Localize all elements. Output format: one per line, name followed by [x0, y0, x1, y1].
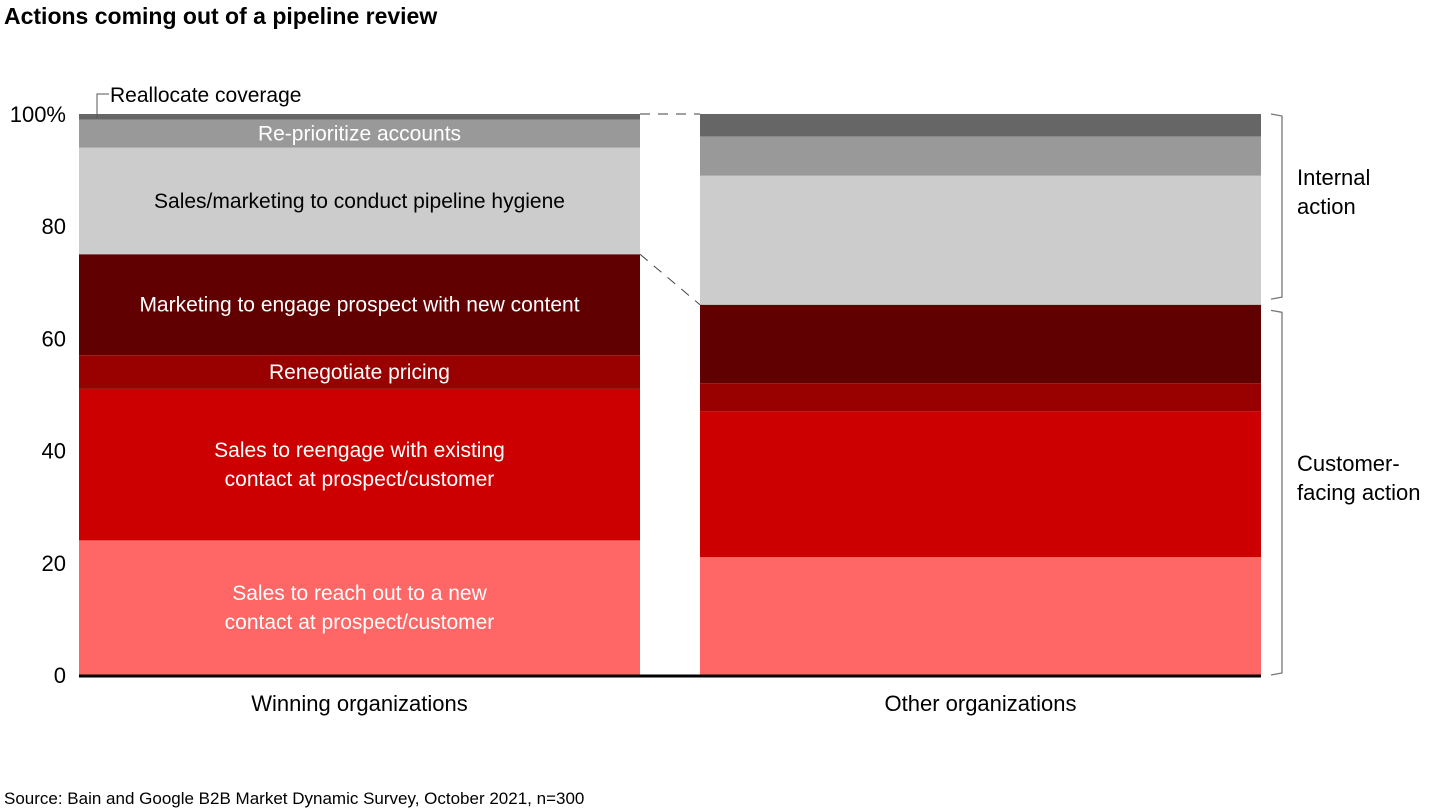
bar-segment	[700, 175, 1261, 305]
segment-label: Renegotiate pricing	[269, 361, 450, 384]
source-note: Source: Bain and Google B2B Market Dynam…	[4, 789, 584, 808]
bar-segment	[700, 136, 1261, 176]
segment-label: Sales to reach out to a new	[232, 582, 487, 605]
segment-label: Reallocate coverage	[110, 84, 301, 107]
connector-line	[639, 253, 701, 306]
bar-segment	[700, 114, 1261, 137]
bar-segment	[700, 383, 1261, 412]
bracket-label: Internal	[1297, 165, 1370, 190]
bar-segment	[700, 304, 1261, 384]
bracket-label: Customer-	[1297, 451, 1400, 476]
y-tick-label: 20	[42, 551, 66, 576]
bracket-label: facing action	[1297, 480, 1421, 505]
bracket-label: action	[1297, 194, 1356, 219]
bar-segment	[79, 147, 640, 255]
segment-label: Sales/marketing to conduct pipeline hygi…	[154, 190, 565, 213]
bar-segment	[79, 114, 640, 120]
bar-segment	[79, 254, 640, 356]
bracket	[1270, 113, 1283, 300]
category-label: Other organizations	[885, 691, 1077, 716]
bar-segment	[79, 355, 640, 389]
category-label: Winning organizations	[251, 691, 467, 716]
bar-segment	[700, 557, 1261, 675]
label-leader-line	[96, 93, 109, 118]
segment-label: Re-prioritize accounts	[258, 123, 461, 146]
segment-label: Sales to reengage with existing	[214, 439, 505, 462]
bar-segment	[79, 119, 640, 148]
y-tick-label: 60	[42, 326, 66, 351]
bracket	[1270, 309, 1283, 676]
bar-segment	[79, 540, 640, 675]
segment-label: Marketing to engage prospect with new co…	[139, 294, 579, 317]
y-tick-label: 80	[42, 214, 66, 239]
segment-label: contact at prospect/customer	[225, 611, 495, 634]
chart-title: Actions coming out of a pipeline review	[4, 3, 437, 29]
y-tick-label: 40	[42, 439, 66, 464]
y-tick-label: 0	[54, 663, 66, 688]
bar-segment	[700, 411, 1261, 558]
segment-label: contact at prospect/customer	[225, 468, 495, 491]
bar-segment	[79, 388, 640, 541]
y-tick-label: 100%	[10, 102, 66, 127]
